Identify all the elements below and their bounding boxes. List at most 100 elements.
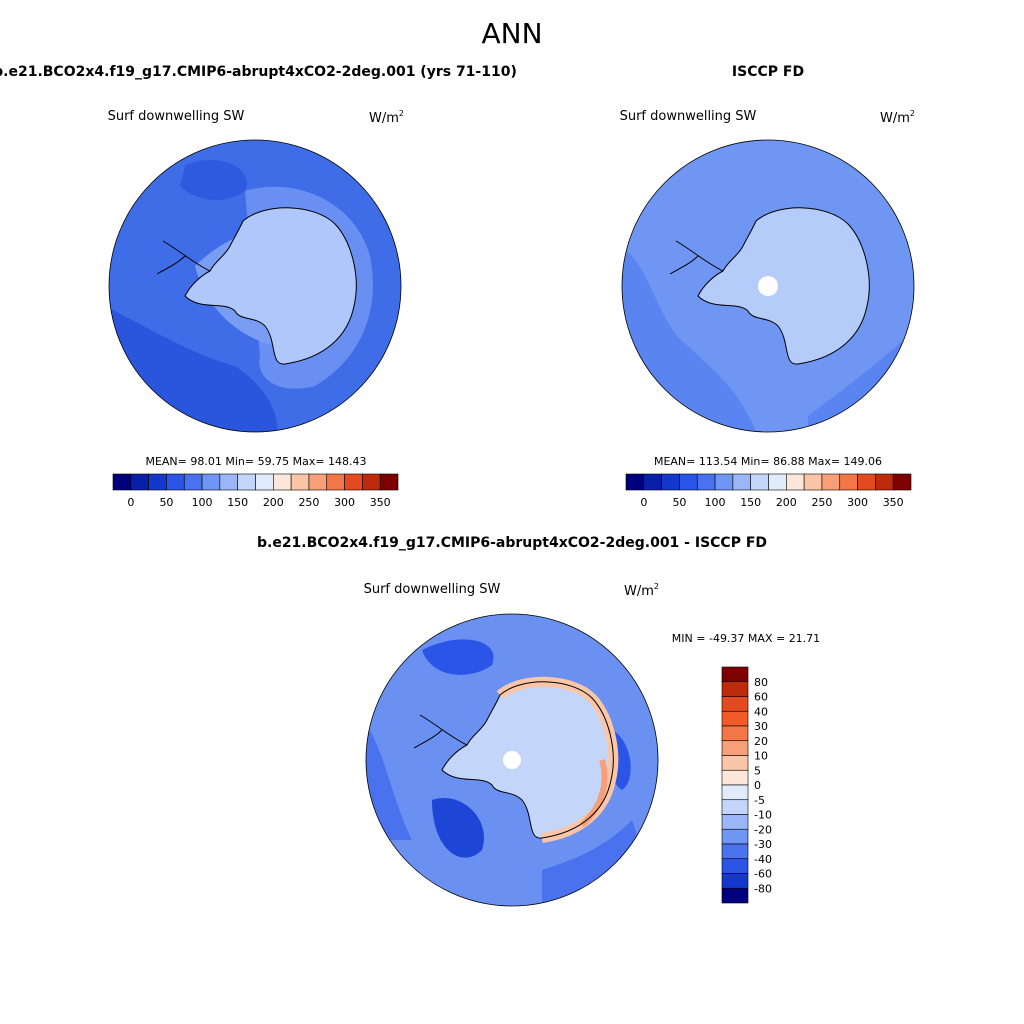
colorbar-box bbox=[344, 473, 363, 491]
colorbar-box bbox=[273, 473, 292, 491]
colorbar-label: 350 bbox=[883, 496, 904, 509]
units-label: W/m2 bbox=[369, 109, 404, 126]
colorbar-box bbox=[721, 681, 749, 697]
variable-label: Surf downwelling SW bbox=[364, 582, 501, 597]
units-base: W/m bbox=[880, 111, 910, 126]
colorbar-label: 300 bbox=[334, 496, 355, 509]
colorbar-box bbox=[183, 473, 203, 491]
colorbar-box bbox=[721, 755, 749, 771]
colorbar-label: 100 bbox=[705, 496, 726, 509]
colorbar-box bbox=[379, 473, 399, 491]
colorbar-label: 200 bbox=[263, 496, 284, 509]
panel-title: b.e21.BCO2x4.f19_g17.CMIP6-abrupt4xCO2-2… bbox=[0, 64, 517, 80]
colorbar-label: -30 bbox=[754, 838, 772, 851]
colorbar-box bbox=[721, 784, 749, 801]
colorbar-box bbox=[696, 473, 716, 491]
colorbar-label: -10 bbox=[754, 809, 772, 822]
colorbar-box bbox=[721, 799, 749, 815]
colorbar-label: 0 bbox=[640, 496, 647, 509]
units-label: W/m2 bbox=[880, 109, 915, 126]
colorbar-label: 20 bbox=[754, 735, 768, 748]
colorbar-label: 10 bbox=[754, 750, 768, 763]
stats-label: MIN = -49.37 MAX = 21.71 bbox=[672, 632, 820, 645]
colorbar-box bbox=[643, 473, 662, 491]
units-base: W/m bbox=[624, 584, 654, 599]
colorbar-label: 200 bbox=[776, 496, 797, 509]
colorbar-box bbox=[721, 740, 749, 756]
colorbar-label: -80 bbox=[754, 882, 772, 895]
panel-title: ISCCP FD bbox=[732, 64, 804, 80]
colorbar-box bbox=[875, 473, 894, 491]
colorbar-box bbox=[148, 473, 167, 491]
colorbar-label: 80 bbox=[754, 676, 768, 689]
colorbar-box bbox=[130, 473, 149, 491]
colorbar-label: 150 bbox=[740, 496, 761, 509]
colorbar-box bbox=[768, 473, 787, 491]
colorbar-label: 60 bbox=[754, 691, 768, 704]
colorbar-box bbox=[857, 473, 876, 491]
units-label: W/m2 bbox=[624, 582, 659, 599]
colorbar-box bbox=[721, 858, 749, 874]
colorbar-label: 30 bbox=[754, 720, 768, 733]
variable-label: Surf downwelling SW bbox=[108, 109, 245, 124]
stats-label: MEAN= 98.01 Min= 59.75 Max= 148.43 bbox=[145, 455, 366, 468]
colorbar-box bbox=[625, 473, 645, 491]
colorbar-box bbox=[721, 769, 749, 786]
colorbar-label: 350 bbox=[370, 496, 391, 509]
colorbar-box bbox=[839, 473, 858, 491]
colorbar-label: 50 bbox=[159, 496, 173, 509]
panel-title: b.e21.BCO2x4.f19_g17.CMIP6-abrupt4xCO2-2… bbox=[257, 535, 767, 551]
colorbar-box bbox=[237, 473, 256, 491]
colorbar-label: -5 bbox=[754, 794, 765, 807]
units-exponent: 2 bbox=[654, 582, 659, 591]
colorbar: 0 50 100 150 200 250 300 350 bbox=[625, 473, 912, 509]
polar-map bbox=[108, 139, 402, 433]
colorbar-label: 100 bbox=[192, 496, 213, 509]
colorbar-box bbox=[661, 473, 680, 491]
colorbar-label: 5 bbox=[754, 764, 761, 777]
colorbar-label: 0 bbox=[127, 496, 134, 509]
colorbar-box bbox=[166, 473, 185, 491]
colorbar-box bbox=[308, 473, 328, 491]
colorbar-box bbox=[714, 473, 734, 491]
colorbar-box bbox=[721, 828, 749, 845]
colorbar-box bbox=[721, 696, 749, 712]
colorbar-box bbox=[721, 710, 749, 727]
colorbar: 0 50 100 150 200 250 300 350 bbox=[112, 473, 399, 509]
units-exponent: 2 bbox=[910, 109, 915, 118]
colorbar-box bbox=[721, 725, 749, 742]
colorbar-box bbox=[732, 473, 751, 491]
stats-label: MEAN= 113.54 Min= 86.88 Max= 149.06 bbox=[654, 455, 882, 468]
colorbar-box bbox=[290, 473, 310, 491]
colorbar-label: 250 bbox=[811, 496, 832, 509]
colorbar-box bbox=[679, 473, 698, 491]
colorbar-box bbox=[721, 843, 749, 860]
colorbar-label: 250 bbox=[298, 496, 319, 509]
colorbar-label: 300 bbox=[847, 496, 868, 509]
colorbar-label: -20 bbox=[754, 823, 772, 836]
colorbar-box bbox=[821, 473, 841, 491]
colorbar-box bbox=[721, 887, 749, 904]
colorbar-box bbox=[219, 473, 238, 491]
figure-title: ANN bbox=[481, 17, 542, 50]
polar-map bbox=[365, 613, 659, 907]
colorbar-label: 150 bbox=[227, 496, 248, 509]
units-exponent: 2 bbox=[399, 109, 404, 118]
colorbar-box bbox=[112, 473, 132, 491]
colorbar-box bbox=[750, 473, 769, 491]
colorbar-box bbox=[326, 473, 345, 491]
colorbar-label: 50 bbox=[672, 496, 686, 509]
colorbar-label: 40 bbox=[754, 705, 768, 718]
colorbar-label: -60 bbox=[754, 868, 772, 881]
colorbar-box bbox=[892, 473, 912, 491]
colorbar-label: 0 bbox=[754, 779, 761, 792]
colorbar-box bbox=[721, 666, 749, 683]
colorbar-box bbox=[803, 473, 823, 491]
colorbar-box bbox=[786, 473, 805, 491]
colorbar-label: -40 bbox=[754, 853, 772, 866]
units-base: W/m bbox=[369, 111, 399, 126]
colorbar-box bbox=[255, 473, 274, 491]
colorbar-box bbox=[362, 473, 381, 491]
